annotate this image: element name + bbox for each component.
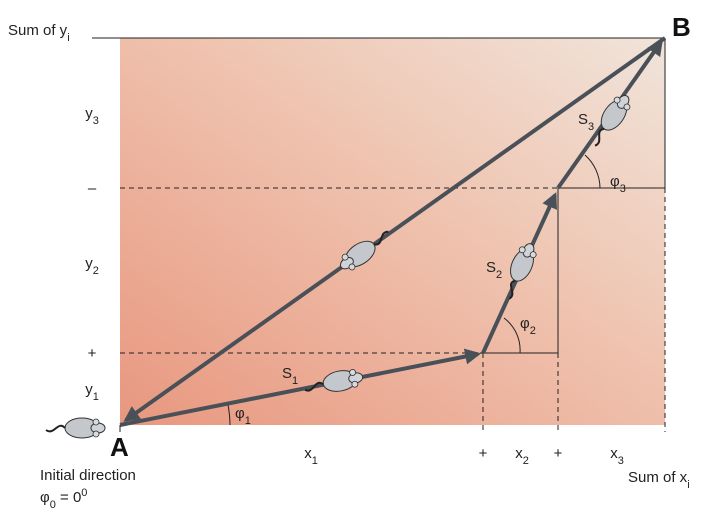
y-label: y2 [85,255,99,277]
step-label: S3 [578,111,594,133]
guides [92,37,666,432]
label-part: φ [235,405,245,422]
label-part: 1 [93,391,99,403]
x-label: x2 [515,445,529,467]
initial-caption: Initial direction [40,467,136,484]
label-part: 3 [588,121,594,133]
point-label: B [672,12,691,42]
label-part: φ [40,489,50,506]
x-label: + [554,445,563,462]
label-part: y [85,381,93,398]
label-part: y [85,255,93,272]
x-axis-title: Sum of xi [628,469,690,491]
x-label: + [479,445,488,462]
label-part: x [304,445,312,462]
label-part: 3 [620,183,626,195]
label-part: 0 [50,499,56,511]
label-part: 1 [245,415,251,427]
point-label: A [110,432,129,462]
label-part: 3 [93,115,99,127]
label-part: x [515,445,523,462]
label-part: 1 [312,455,318,467]
label-part: y [85,105,93,122]
y-label: + [88,345,97,362]
y-label: y3 [85,105,99,127]
label-part: S [486,259,496,276]
label-part: – [88,180,97,197]
angle-label: φ3 [610,173,626,195]
y-label: y1 [85,381,99,403]
label-part: x [610,445,618,462]
label-part: 3 [618,455,624,467]
step-label: S2 [486,259,502,281]
angle-label: φ2 [520,315,536,337]
label-part: 2 [93,265,99,277]
label-part: φ [610,173,620,190]
label-part: 2 [530,325,536,337]
step-label: S1 [282,365,298,387]
label-part: i [67,32,69,44]
angle-label: φ1 [235,405,251,427]
x-label: x3 [610,445,624,467]
label-part: + [88,345,97,362]
label-part: 0 [81,487,87,499]
label-part: S [578,111,588,128]
x-label: x1 [304,445,318,467]
label-part: 2 [496,269,502,281]
label-part: S [282,365,292,382]
label-part: + [554,445,563,462]
initial-angle: φ0 = 00 [40,487,87,511]
label-part: φ [520,315,530,332]
label-part: Sum of y [8,22,68,39]
label-part: i [687,479,689,491]
y-label: – [88,180,97,197]
label-part: Sum of x [628,469,688,486]
label-part: = 0 [56,489,81,506]
label-part: + [479,445,488,462]
y-axis-title: Sum of yi [8,22,70,44]
label-part: 2 [523,455,529,467]
label-part: 1 [292,375,298,387]
